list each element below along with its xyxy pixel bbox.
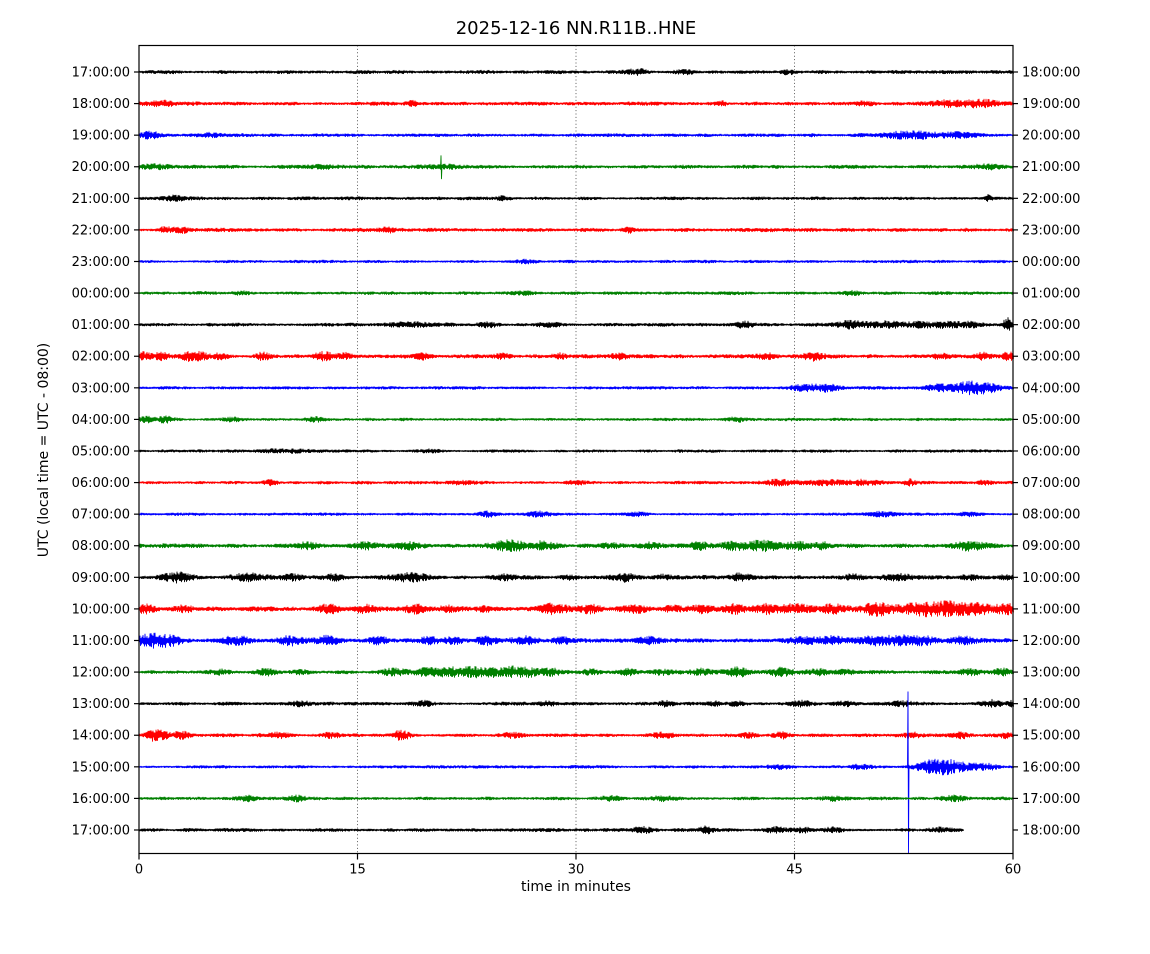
right-time-label: 00:00:00 <box>1022 255 1080 270</box>
left-time-label: 23:00:00 <box>72 255 130 270</box>
left-time-label: 10:00:00 <box>72 602 130 617</box>
tick-labels: 0 15 30 45 60 17:00:00 18:00:00 18:00:00 19:00:0… <box>72 66 1081 878</box>
x-axis-label: time in minutes <box>521 879 631 895</box>
left-time-label: 03:00:00 <box>72 381 130 396</box>
trace-row-10:00:00 <box>138 600 1014 618</box>
right-time-label: 11:00:00 <box>1022 602 1080 617</box>
right-time-label: 18:00:00 <box>1022 66 1080 81</box>
trace-row-17:00:00 <box>138 825 964 835</box>
trace-row-01:00:00 <box>138 317 1014 331</box>
trace-row-22:00:00 <box>138 225 1014 234</box>
trace-row-16:00:00 <box>138 794 1014 803</box>
trace-row-12:00:00 <box>138 665 1014 679</box>
left-time-label: 01:00:00 <box>72 318 130 333</box>
gridlines <box>357 45 795 854</box>
left-time-label: 22:00:00 <box>72 223 130 238</box>
right-time-label: 20:00:00 <box>1022 129 1080 144</box>
chart-title: 2025-12-16 NN.R11B..HNE <box>456 18 697 39</box>
left-time-label: 04:00:00 <box>72 413 130 428</box>
trace-row-17:00:00 <box>138 68 1014 77</box>
axes-frame <box>134 44 1018 860</box>
left-time-label: 16:00:00 <box>72 792 130 807</box>
right-time-label: 04:00:00 <box>1022 381 1080 396</box>
trace-row-07:00:00 <box>138 510 1014 518</box>
left-time-label: 15:00:00 <box>72 760 130 775</box>
left-time-label: 02:00:00 <box>72 350 130 365</box>
trace-row-11:00:00 <box>138 632 1014 649</box>
right-time-label: 07:00:00 <box>1022 476 1080 491</box>
traces <box>138 68 1014 854</box>
left-time-label: 08:00:00 <box>72 539 130 554</box>
trace-row-03:00:00 <box>138 380 1014 396</box>
right-time-label: 01:00:00 <box>1022 287 1080 302</box>
right-time-label: 09:00:00 <box>1022 539 1080 554</box>
left-time-label: 13:00:00 <box>72 697 130 712</box>
trace-row-23:00:00 <box>138 258 1014 265</box>
trace-row-02:00:00 <box>138 350 1014 362</box>
right-time-label: 05:00:00 <box>1022 413 1080 428</box>
right-time-label: 06:00:00 <box>1022 444 1080 459</box>
right-time-label: 18:00:00 <box>1022 823 1080 838</box>
x-tick-label: 30 <box>568 863 585 878</box>
trace-row-05:00:00 <box>138 448 1014 454</box>
left-time-label: 11:00:00 <box>72 634 130 649</box>
right-time-label: 03:00:00 <box>1022 350 1080 365</box>
trace-row-15:00:00 <box>138 691 1014 854</box>
trace-row-14:00:00 <box>138 729 1014 742</box>
right-time-label: 12:00:00 <box>1022 634 1080 649</box>
right-time-label: 13:00:00 <box>1022 666 1080 681</box>
x-tick-label: 60 <box>1005 863 1022 878</box>
trace-row-21:00:00 <box>138 193 1014 202</box>
right-time-label: 02:00:00 <box>1022 318 1080 333</box>
left-time-label: 17:00:00 <box>72 823 130 838</box>
left-time-label: 12:00:00 <box>72 666 130 681</box>
right-time-label: 08:00:00 <box>1022 508 1080 523</box>
left-time-label: 20:00:00 <box>72 160 130 175</box>
right-time-label: 22:00:00 <box>1022 192 1080 207</box>
left-time-label: 18:00:00 <box>72 97 130 112</box>
left-time-label: 09:00:00 <box>72 571 130 586</box>
right-time-label: 19:00:00 <box>1022 97 1080 112</box>
y-axis-label: UTC (local time = UTC - 08:00) <box>36 343 52 558</box>
x-tick-label: 0 <box>135 863 143 878</box>
trace-row-00:00:00 <box>138 289 1014 297</box>
trace-row-18:00:00 <box>138 98 1014 109</box>
trace-row-06:00:00 <box>138 478 1014 487</box>
trace-row-19:00:00 <box>138 130 1014 140</box>
left-time-label: 19:00:00 <box>72 129 130 144</box>
left-time-label: 00:00:00 <box>72 287 130 302</box>
right-time-label: 23:00:00 <box>1022 223 1080 238</box>
left-time-label: 21:00:00 <box>72 192 130 207</box>
right-time-label: 10:00:00 <box>1022 571 1080 586</box>
right-time-label: 15:00:00 <box>1022 729 1080 744</box>
left-time-label: 07:00:00 <box>72 508 130 523</box>
right-time-label: 21:00:00 <box>1022 160 1080 175</box>
left-time-label: 06:00:00 <box>72 476 130 491</box>
right-time-label: 14:00:00 <box>1022 697 1080 712</box>
trace-row-13:00:00 <box>138 698 1014 708</box>
right-time-label: 17:00:00 <box>1022 792 1080 807</box>
left-time-label: 17:00:00 <box>72 66 130 81</box>
trace-row-04:00:00 <box>138 415 1014 424</box>
left-time-label: 14:00:00 <box>72 729 130 744</box>
left-time-label: 05:00:00 <box>72 444 130 459</box>
x-tick-label: 45 <box>786 863 803 878</box>
trace-row-09:00:00 <box>138 571 1014 584</box>
right-time-label: 16:00:00 <box>1022 760 1080 775</box>
x-tick-label: 15 <box>349 863 366 878</box>
trace-row-08:00:00 <box>138 539 1014 553</box>
trace-row-20:00:00 <box>138 155 1014 180</box>
